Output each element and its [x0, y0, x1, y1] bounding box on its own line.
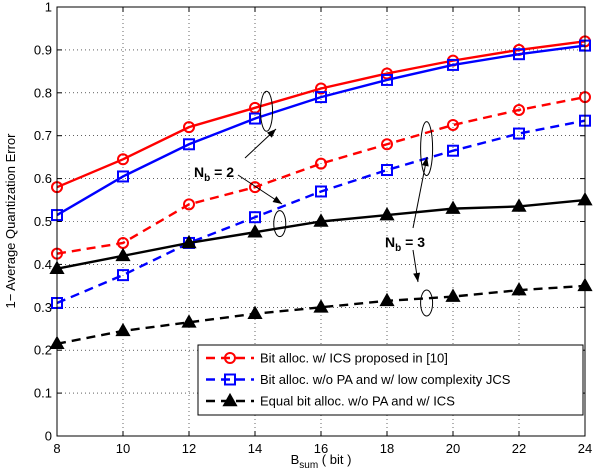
- data-point: [249, 211, 261, 224]
- series-4: [49, 191, 593, 274]
- y-tick-label: 0.6: [34, 171, 52, 186]
- annotation-ellipse: [260, 90, 274, 132]
- series-line: [56, 119, 586, 305]
- data-point: [315, 185, 327, 198]
- annotation-label-sub: b: [204, 173, 210, 184]
- data-point: [445, 200, 461, 214]
- y-tick-label: 0.7: [34, 128, 52, 143]
- data-point: [513, 127, 525, 140]
- x-axis-label: Bsum ( bit ): [291, 452, 352, 471]
- annotation-arrowhead: [267, 129, 276, 138]
- data-point: [381, 138, 393, 151]
- y-tick-label: 0.4: [34, 257, 52, 272]
- x-tick-label: 8: [53, 441, 60, 456]
- data-point: [513, 103, 525, 116]
- data-point: [381, 73, 393, 86]
- annotation-arrowhead: [272, 196, 282, 204]
- data-point: [315, 91, 327, 104]
- y-tick-label: 1: [45, 0, 52, 15]
- y-axis-label: 1− Average Quantization Error: [3, 133, 18, 309]
- data-point: [117, 170, 129, 183]
- annotation-ellipse: [420, 121, 434, 177]
- data-point: [249, 112, 261, 125]
- data-point: [379, 292, 395, 307]
- data-point: [447, 144, 459, 157]
- data-point: [445, 288, 461, 302]
- data-point: [117, 153, 129, 166]
- y-tick-label: 0.9: [34, 42, 52, 57]
- data-point: [247, 224, 263, 238]
- legend-label: Equal bit alloc. w/o PA and w/ ICS: [260, 394, 455, 409]
- y-tick-label: 0: [45, 429, 52, 444]
- data-point: [313, 299, 329, 313]
- y-tick-label: 0.2: [34, 343, 52, 358]
- data-point: [183, 138, 195, 151]
- annotation-ellipse: [273, 210, 287, 238]
- legend-label: Bit alloc. w/ ICS proposed in [10]: [260, 351, 448, 366]
- annotation-label-sub: b: [395, 243, 401, 254]
- annotation-label: Nb = 3: [385, 234, 425, 254]
- data-point: [381, 67, 393, 80]
- x-tick-label: 22: [512, 441, 526, 456]
- data-point: [183, 198, 195, 211]
- annotation-ellipse: [420, 289, 434, 317]
- data-point: [115, 322, 131, 337]
- series-1: [51, 39, 591, 222]
- data-point: [315, 157, 327, 170]
- x-tick-label: 20: [446, 441, 460, 456]
- annotation-label: Nb = 2: [194, 164, 234, 184]
- y-tick-label: 0.8: [34, 85, 52, 100]
- annotation-label-rest: = 2: [210, 164, 234, 180]
- annotation-arrow-line: [412, 156, 428, 229]
- x-tick-label: 18: [380, 441, 394, 456]
- data-point: [381, 164, 393, 177]
- data-point: [513, 48, 525, 61]
- data-point: [447, 58, 459, 71]
- data-point: [249, 181, 261, 194]
- data-point: [181, 314, 197, 328]
- legend-marker: [222, 392, 238, 407]
- legend: Bit alloc. w/ ICS proposed in [10] Bit al…: [197, 344, 584, 416]
- data-point: [315, 82, 327, 95]
- y-tick-label: 0.1: [34, 386, 52, 401]
- y-tick-label: 0.5: [34, 214, 52, 229]
- data-point: [511, 198, 527, 212]
- data-point: [379, 206, 395, 221]
- data-point: [313, 213, 329, 227]
- x-tick-label: 10: [116, 441, 130, 456]
- plot-frame: [56, 6, 586, 437]
- data-point: [115, 247, 131, 262]
- x-tick-label: 12: [182, 441, 196, 456]
- annotation-label-main: N: [385, 234, 395, 250]
- legend-box: [197, 344, 584, 416]
- data-point: [181, 234, 197, 249]
- legend-label: Bit alloc. w/o PA and w/ low complexity …: [260, 372, 511, 387]
- x-tick-label: 14: [248, 441, 262, 456]
- legend-marker: [224, 373, 236, 386]
- x-axis-label-rest: ( bit ): [318, 452, 351, 467]
- data-point: [117, 269, 129, 282]
- data-point: [247, 305, 263, 320]
- annotations: Nb = 2Nb = 3: [194, 90, 434, 317]
- axis-ticks: 8 10 12 14 16 18 20 22 24 0 0.1 0.2 0.3 0.4 0.5 0.6 0.7 0…: [34, 0, 592, 456]
- series-line: [56, 40, 586, 189]
- annotation-label-rest: = 3: [401, 234, 425, 250]
- x-tick-label: 24: [578, 441, 592, 456]
- series-line: [56, 284, 586, 345]
- y-tick-label: 0.3: [34, 300, 52, 315]
- data-point: [183, 121, 195, 134]
- data-point: [447, 118, 459, 131]
- x-tick-label: 16: [314, 441, 328, 456]
- data-point: [511, 282, 527, 296]
- annotation-label-main: N: [194, 164, 204, 180]
- annotation-arrowhead: [421, 157, 429, 167]
- series-line: [56, 44, 586, 217]
- x-axis-label-main: B: [291, 452, 300, 467]
- x-axis-label-sub: sum: [299, 460, 318, 471]
- annotation-arrowhead: [413, 272, 421, 282]
- series-line: [56, 95, 586, 255]
- legend-marker: [224, 352, 236, 364]
